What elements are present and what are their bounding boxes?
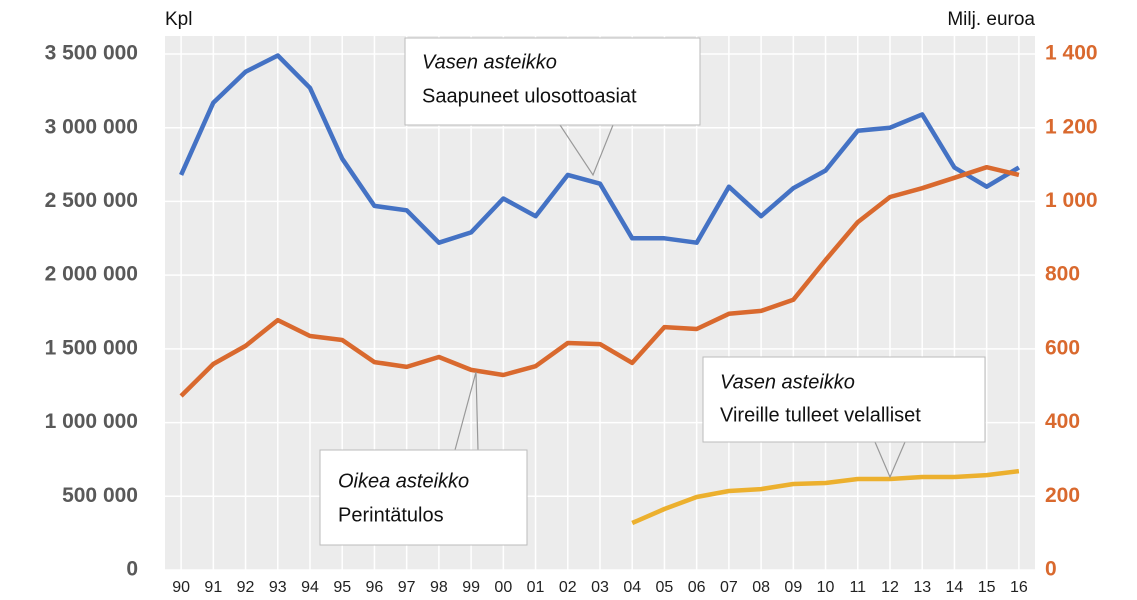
- y2-tick-label: 400: [1045, 410, 1080, 433]
- y2-axis-label: Milj. euroa: [947, 9, 1035, 30]
- x-tick-label: 11: [849, 579, 866, 596]
- y2-tick-label: 1 200: [1045, 115, 1098, 138]
- callout: Oikea asteikko Perintätulos: [319, 371, 528, 546]
- x-tick-label: 15: [978, 579, 996, 596]
- y2-tick-label: 800: [1045, 263, 1080, 286]
- annotation-text: Vireille tulleet velalliset: [720, 404, 921, 426]
- x-tick-label: 12: [881, 579, 899, 596]
- annotation-title: Vasen asteikko: [720, 371, 855, 393]
- x-tick-label: 09: [784, 579, 802, 596]
- series-line: [631, 468, 1020, 526]
- x-tick-label: 01: [527, 579, 545, 596]
- x-tick-label: 96: [366, 579, 384, 596]
- x-tick-label: 95: [333, 579, 351, 596]
- callout: Vasen asteikko Vireille tulleet velallis…: [702, 356, 986, 479]
- x-tick-label: 07: [720, 579, 738, 596]
- y2-tick-label: 1 000: [1045, 189, 1098, 212]
- x-tick-label: 05: [656, 579, 674, 596]
- x-tick-label: 90: [172, 579, 190, 596]
- annotation-title: Oikea asteikko: [338, 470, 469, 492]
- x-tick-label: 10: [817, 579, 835, 596]
- x-tick-label: 00: [494, 579, 512, 596]
- y2-tick-label: 1 400: [1045, 42, 1098, 65]
- x-tick-label: 93: [269, 579, 287, 596]
- x-tick-label: 16: [1010, 579, 1028, 596]
- y-axis-label: Kpl: [165, 9, 192, 30]
- annotation-text: Perintätulos: [338, 504, 444, 526]
- y2-tick-label: 200: [1045, 484, 1080, 507]
- x-tick-label: 97: [398, 579, 416, 596]
- y2-tick-label: 600: [1045, 336, 1080, 359]
- x-tick-label: 94: [301, 579, 319, 596]
- y2-tick-label: 0: [1045, 558, 1057, 581]
- x-tick-label: 98: [430, 579, 448, 596]
- x-tick-label: 08: [752, 579, 770, 596]
- x-tick-label: 02: [559, 579, 577, 596]
- y-tick-label: 1 000 000: [45, 410, 138, 433]
- series-line: [179, 53, 1021, 245]
- y-tick-label: 1 500 000: [45, 336, 138, 359]
- series-line: [179, 164, 1020, 398]
- y-tick-label: 3 500 000: [45, 42, 138, 65]
- x-tick-label: 13: [913, 579, 931, 596]
- x-tick-label: 03: [591, 579, 609, 596]
- y-tick-label: 2 500 000: [45, 189, 138, 212]
- y-tick-label: 3 000 000: [45, 115, 138, 138]
- y-tick-label: 2 000 000: [45, 263, 138, 286]
- y-tick-label: 0: [126, 558, 138, 581]
- x-tick-label: 92: [237, 579, 255, 596]
- callout: Vasen asteikko Saapuneet ulosottoasiat: [404, 37, 701, 177]
- x-tick-label: 14: [946, 579, 964, 596]
- annotation-title: Vasen asteikko: [422, 51, 557, 73]
- x-tick-label: 99: [462, 579, 480, 596]
- x-tick-label: 04: [623, 579, 641, 596]
- x-tick-label: 06: [688, 579, 706, 596]
- x-tick-label: 91: [204, 579, 222, 596]
- annotation-text: Saapuneet ulosottoasiat: [422, 85, 637, 107]
- y-tick-label: 500 000: [62, 484, 138, 507]
